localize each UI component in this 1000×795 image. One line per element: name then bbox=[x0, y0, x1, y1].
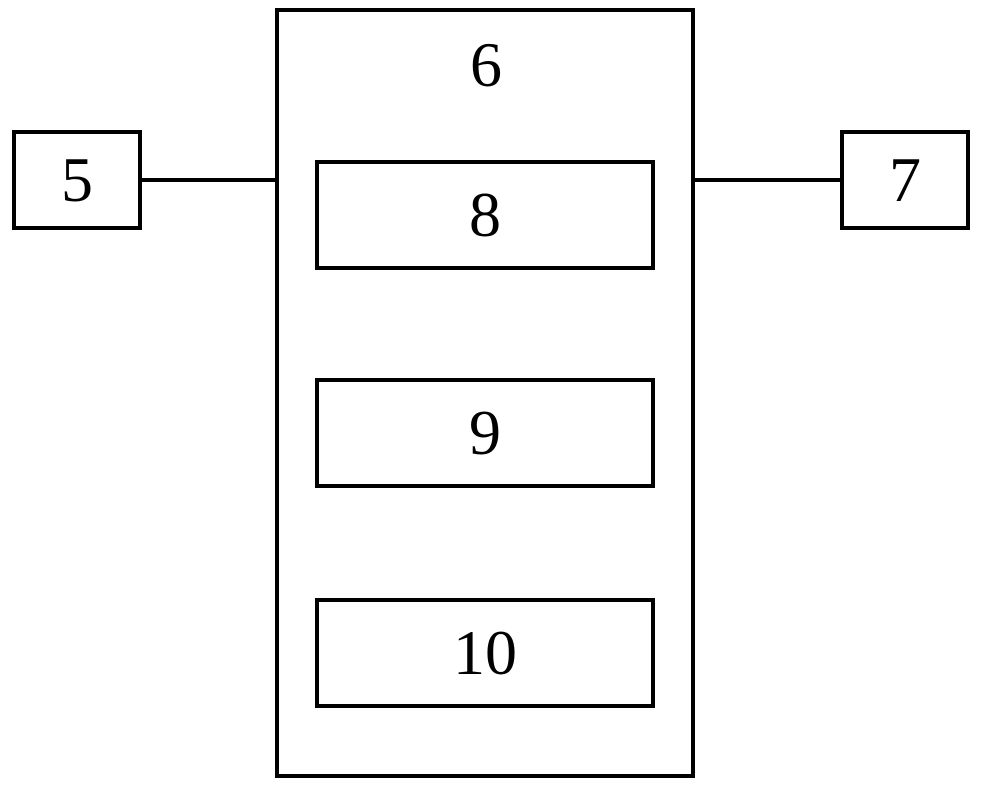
right-box: 7 bbox=[840, 130, 970, 230]
main-container-label: 6 bbox=[470, 28, 502, 102]
inner-box-8-label: 8 bbox=[469, 178, 501, 252]
inner-box-10: 10 bbox=[315, 598, 655, 708]
left-connector bbox=[142, 178, 276, 182]
left-box: 5 bbox=[12, 130, 142, 230]
left-box-label: 5 bbox=[61, 143, 93, 217]
inner-box-10-label: 10 bbox=[453, 616, 517, 690]
inner-box-8: 8 bbox=[315, 160, 655, 270]
right-box-label: 7 bbox=[889, 143, 921, 217]
right-connector bbox=[695, 178, 840, 182]
inner-box-9-label: 9 bbox=[469, 396, 501, 470]
inner-box-9: 9 bbox=[315, 378, 655, 488]
